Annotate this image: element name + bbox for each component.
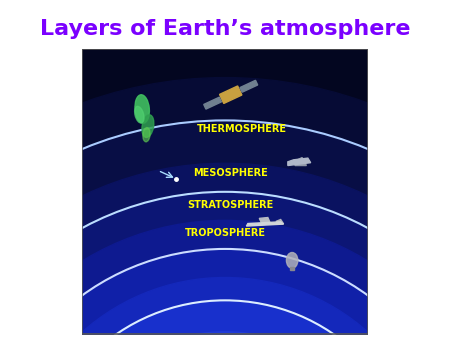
Text: TROPOSPHERE: TROPOSPHERE xyxy=(184,228,266,238)
Circle shape xyxy=(0,120,450,338)
Polygon shape xyxy=(276,219,284,224)
Circle shape xyxy=(65,332,385,338)
Ellipse shape xyxy=(143,127,150,142)
Bar xyxy=(290,267,294,270)
Polygon shape xyxy=(295,158,306,166)
Ellipse shape xyxy=(142,115,154,138)
Circle shape xyxy=(0,78,450,338)
Text: STRATOSPHERE: STRATOSPHERE xyxy=(188,200,274,210)
Circle shape xyxy=(11,277,439,338)
Text: Layers of Earth’s atmosphere: Layers of Earth’s atmosphere xyxy=(40,19,410,40)
Ellipse shape xyxy=(135,106,144,123)
Circle shape xyxy=(0,220,450,338)
Polygon shape xyxy=(240,80,258,92)
Circle shape xyxy=(0,192,450,338)
Circle shape xyxy=(0,249,450,338)
Ellipse shape xyxy=(286,252,298,268)
Polygon shape xyxy=(288,158,310,166)
Polygon shape xyxy=(220,86,242,103)
Circle shape xyxy=(0,163,450,338)
Circle shape xyxy=(34,300,416,338)
Polygon shape xyxy=(259,218,271,224)
Polygon shape xyxy=(247,222,284,226)
Ellipse shape xyxy=(135,95,149,123)
Text: THERMOSPHERE: THERMOSPHERE xyxy=(197,124,287,134)
Text: MESOSPHERE: MESOSPHERE xyxy=(194,168,268,178)
Polygon shape xyxy=(204,97,221,109)
